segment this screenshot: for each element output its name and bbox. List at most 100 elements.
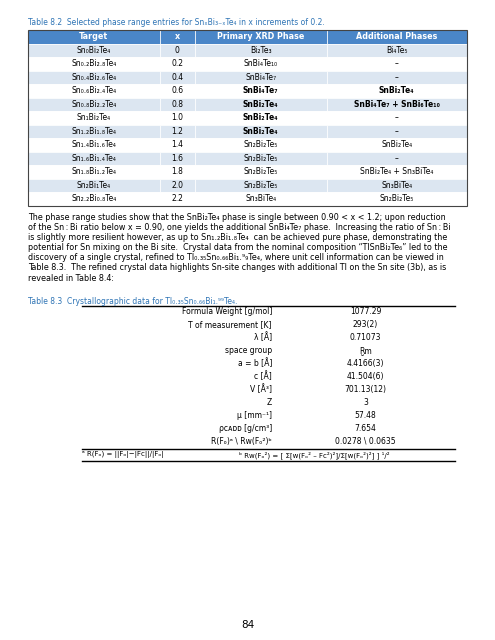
Text: Sn₂Bi₂Te₅: Sn₂Bi₂Te₅ <box>244 167 278 176</box>
Text: is slightly more resilient however, as up to Sn₁.₂Bi₁.₈Te₄  can be achieved pure: is slightly more resilient however, as u… <box>28 233 447 242</box>
Text: 0.4: 0.4 <box>171 73 183 82</box>
Bar <box>28 57 160 70</box>
Text: x: x <box>175 32 180 41</box>
Text: SnBi₂Te₄ + Sn₃BiTe₄: SnBi₂Te₄ + Sn₃BiTe₄ <box>360 167 434 176</box>
Bar <box>160 125 195 138</box>
Bar <box>160 30 195 44</box>
Text: revealed in Table 8.4:: revealed in Table 8.4: <box>28 274 114 283</box>
Text: 57.48: 57.48 <box>354 411 376 420</box>
Bar <box>195 138 327 152</box>
Bar <box>28 30 160 44</box>
Bar <box>160 111 195 125</box>
Text: 84: 84 <box>241 620 254 630</box>
Bar <box>160 57 195 70</box>
Bar <box>160 97 195 111</box>
Text: SnBi₂Te₄: SnBi₂Te₄ <box>381 140 412 149</box>
Text: Bi₂Te₃: Bi₂Te₃ <box>250 45 271 55</box>
Text: V [Å³]: V [Å³] <box>250 385 272 394</box>
Text: Primary XRD Phase: Primary XRD Phase <box>217 32 304 41</box>
Text: Sn₁.₂Bi₁.₈Te₄: Sn₁.₂Bi₁.₈Te₄ <box>71 127 116 136</box>
Bar <box>28 111 160 125</box>
Text: The phase range studies show that the SnBi₂Te₄ phase is single between 0.90 < x : The phase range studies show that the Sn… <box>28 212 445 221</box>
Text: 1.4: 1.4 <box>171 140 183 149</box>
Bar <box>160 165 195 179</box>
Text: discovery of a single crystal, refined to Tl₀.₃₅Sn₀.₆₆Bi₁.⁹₉Te₄, where unit cell: discovery of a single crystal, refined t… <box>28 253 444 262</box>
Bar <box>327 70 467 84</box>
Text: Sn₁Bi₂Te₄: Sn₁Bi₂Te₄ <box>77 113 111 122</box>
Text: Bi₄Te₅: Bi₄Te₅ <box>386 45 407 55</box>
Text: –: – <box>395 127 398 136</box>
Bar <box>327 30 467 44</box>
Bar <box>160 192 195 205</box>
Text: 1.8: 1.8 <box>171 167 183 176</box>
Bar <box>160 44 195 57</box>
Text: Sn₂Bi₂Te₅: Sn₂Bi₂Te₅ <box>244 180 278 189</box>
Text: Sn₀.₆Bi₂.₄Te₄: Sn₀.₆Bi₂.₄Te₄ <box>71 86 116 95</box>
Text: Sn₂Bi₂Te₅: Sn₂Bi₂Te₅ <box>244 154 278 163</box>
Text: μ [mm⁻¹]: μ [mm⁻¹] <box>237 411 272 420</box>
Text: Sn₀.₂Bi₂.₈Te₄: Sn₀.₂Bi₂.₈Te₄ <box>71 60 116 68</box>
Bar <box>28 30 467 205</box>
Bar <box>28 70 160 84</box>
Bar <box>28 97 160 111</box>
Bar <box>327 97 467 111</box>
Text: 1.2: 1.2 <box>171 127 183 136</box>
Text: SnBi₂Te₄: SnBi₂Te₄ <box>243 113 279 122</box>
Text: R̺m: R̺m <box>359 346 372 355</box>
Text: 0.2: 0.2 <box>171 60 183 68</box>
Bar <box>195 165 327 179</box>
Bar <box>327 152 467 165</box>
Bar <box>195 192 327 205</box>
Bar <box>327 138 467 152</box>
Text: of the Sn : Bi ratio below x = 0.90, one yields the additional SnBi₄Te₇ phase.  : of the Sn : Bi ratio below x = 0.90, one… <box>28 223 450 232</box>
Text: –: – <box>395 113 398 122</box>
Bar <box>28 152 160 165</box>
Bar <box>327 192 467 205</box>
Bar <box>160 152 195 165</box>
Text: SnBi₄Te₇ + SnBi₆Te₁₀: SnBi₄Te₇ + SnBi₆Te₁₀ <box>354 100 440 109</box>
Text: 3: 3 <box>363 398 368 407</box>
Text: 41.504(6): 41.504(6) <box>346 372 384 381</box>
Bar <box>195 111 327 125</box>
Bar <box>28 138 160 152</box>
Bar <box>327 179 467 192</box>
Bar <box>195 84 327 97</box>
Text: Sn₂.₂Bi₀.₈Te₄: Sn₂.₂Bi₀.₈Te₄ <box>71 195 116 204</box>
Text: Sn₀.₈Bi₂.₂Te₄: Sn₀.₈Bi₂.₂Te₄ <box>71 100 116 109</box>
Bar <box>195 97 327 111</box>
Text: –: – <box>395 154 398 163</box>
Bar <box>195 30 327 44</box>
Bar <box>195 179 327 192</box>
Text: 2.0: 2.0 <box>171 180 183 189</box>
Bar <box>327 111 467 125</box>
Bar <box>327 44 467 57</box>
Text: Sn₀Bi₂Te₄: Sn₀Bi₂Te₄ <box>77 45 111 55</box>
Text: T of measurement [K]: T of measurement [K] <box>189 320 272 329</box>
Bar <box>28 44 160 57</box>
Text: 7.654: 7.654 <box>354 424 376 433</box>
Text: Sn₁.₄Bi₁.₆Te₄: Sn₁.₄Bi₁.₆Te₄ <box>71 140 116 149</box>
Bar <box>28 125 160 138</box>
Text: R(Fₒ)ᵃ \ Rᴡ(Fₒ²)ᵇ: R(Fₒ)ᵃ \ Rᴡ(Fₒ²)ᵇ <box>211 437 272 446</box>
Text: a = b [Å]: a = b [Å] <box>238 358 272 368</box>
Bar <box>28 165 160 179</box>
Text: 701.13(12): 701.13(12) <box>345 385 387 394</box>
Text: Sn₃BiTe₄: Sn₃BiTe₄ <box>381 180 412 189</box>
Bar <box>28 192 160 205</box>
Text: Sn₂Bi₂Te₅: Sn₂Bi₂Te₅ <box>244 140 278 149</box>
Text: 1.0: 1.0 <box>171 113 183 122</box>
Text: 0.0278 \ 0.0635: 0.0278 \ 0.0635 <box>335 437 396 446</box>
Bar <box>327 125 467 138</box>
Text: SnBi₄Te₁₀: SnBi₄Te₁₀ <box>244 60 278 68</box>
Text: Table 8.3.  The refined crystal data highlights Sn-site changes with additional : Table 8.3. The refined crystal data high… <box>28 264 446 273</box>
Bar <box>160 138 195 152</box>
Text: 4.4166(3): 4.4166(3) <box>346 359 384 368</box>
Text: Target: Target <box>79 32 108 41</box>
Text: Formula Weight [g/mol]: Formula Weight [g/mol] <box>182 307 272 316</box>
Text: Sn₂Bi₂Te₅: Sn₂Bi₂Te₅ <box>380 195 414 204</box>
Text: ᵇ Rᴡ(Fₒ²) = [ Σ[w(Fₒ² – Fᴄ²)²]/Σ[w(Fₒ²)²] ] ¹/²: ᵇ Rᴡ(Fₒ²) = [ Σ[w(Fₒ² – Fᴄ²)²]/Σ[w(Fₒ²)²… <box>239 451 389 459</box>
Text: ᵃ R(Fₒ) = ||Fₒ|−|Fᴄ||/|Fₒ|: ᵃ R(Fₒ) = ||Fₒ|−|Fᴄ||/|Fₒ| <box>82 451 164 458</box>
Bar <box>195 125 327 138</box>
Text: c [Å]: c [Å] <box>254 372 272 381</box>
Text: SnBi₄Te₇: SnBi₄Te₇ <box>243 86 279 95</box>
